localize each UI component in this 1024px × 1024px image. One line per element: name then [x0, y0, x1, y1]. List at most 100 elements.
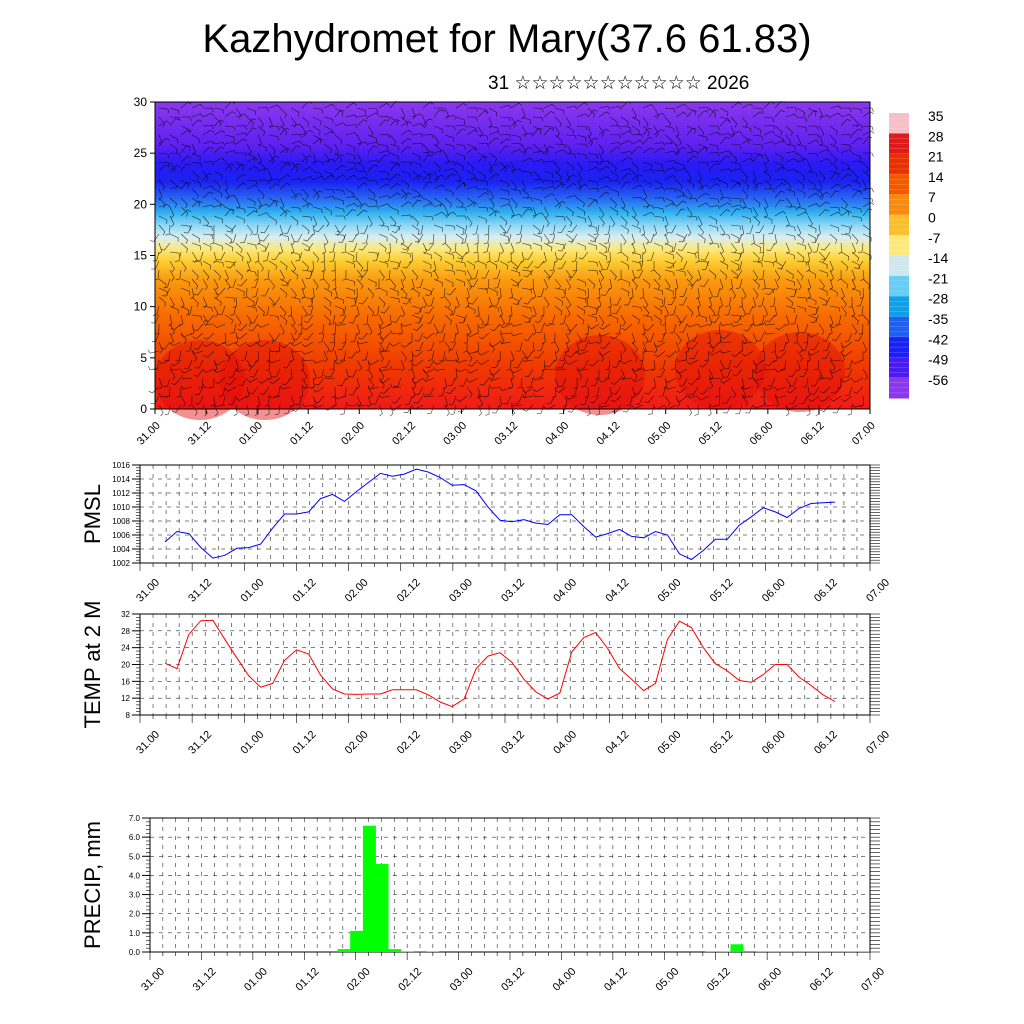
y-tick-label: 1002 — [112, 559, 130, 568]
wind-barb — [478, 188, 489, 193]
wind-barb — [675, 103, 688, 109]
wind-barb — [433, 211, 446, 217]
wind-barb — [450, 332, 457, 343]
wind-barb — [517, 377, 523, 389]
wind-barb — [752, 125, 762, 135]
precip-bar — [426, 951, 440, 952]
wind-barb — [587, 109, 598, 118]
wind-barb — [607, 296, 612, 309]
wind-barb — [390, 383, 402, 388]
wind-barb — [488, 305, 499, 312]
wind-barb — [400, 350, 407, 362]
wind-barb — [444, 173, 456, 181]
wind-barb — [262, 251, 270, 262]
wind-barb — [257, 203, 270, 208]
wind-barb — [422, 215, 434, 221]
wind-barb — [548, 314, 556, 325]
wind-barb — [829, 224, 839, 232]
wind-barb — [469, 278, 479, 288]
wind-barb — [301, 402, 314, 407]
wind-barb — [303, 314, 314, 323]
wind-barb — [268, 134, 279, 141]
wind-barb — [290, 116, 297, 128]
wind-barb — [158, 242, 163, 255]
wind-barb — [246, 197, 256, 206]
wind-barb — [502, 395, 512, 405]
wind-barb — [444, 341, 451, 353]
wind-barb — [862, 208, 873, 217]
wind-barb — [785, 179, 792, 191]
wind-barb — [334, 107, 344, 117]
wind-barb — [609, 188, 619, 197]
wind-barb — [251, 278, 259, 289]
precip-bar — [362, 825, 376, 952]
wind-barb — [708, 152, 720, 157]
wind-barb — [323, 103, 336, 109]
wind-barb — [604, 224, 611, 235]
wind-barb — [631, 341, 638, 353]
wind-barb — [191, 269, 199, 281]
wind-barb — [675, 368, 688, 374]
wind-barb — [378, 367, 391, 372]
precip-x-tick-label: 31.12 — [191, 966, 219, 994]
wind-barb — [323, 125, 333, 135]
wind-barb — [290, 178, 303, 183]
wind-barb — [765, 287, 776, 296]
wind-barb — [818, 134, 824, 147]
wind-barb — [213, 269, 221, 281]
wind-barb — [293, 233, 303, 243]
wind-barb — [521, 393, 534, 398]
wind-barb — [378, 269, 385, 281]
wind-barb — [521, 179, 527, 192]
wind-barb — [587, 339, 600, 344]
wind-barb — [345, 368, 349, 381]
wind-barb — [752, 170, 757, 183]
wind-barb — [213, 260, 224, 267]
wind-barb — [840, 210, 852, 217]
wind-barb — [290, 323, 297, 335]
wind-barb — [719, 116, 730, 124]
wind-barb — [785, 332, 790, 345]
wind-barb — [664, 150, 677, 155]
wind-barb — [290, 269, 299, 280]
wind-barb — [301, 368, 308, 380]
wind-barb — [151, 332, 160, 342]
wind-barb — [587, 161, 599, 166]
y-tick-label: 24 — [121, 644, 130, 653]
wind-barb — [466, 269, 472, 282]
wind-barb — [279, 107, 287, 119]
wind-barb — [198, 377, 204, 389]
wind-barb — [279, 305, 287, 317]
wind-barb — [345, 143, 355, 152]
wind-barb — [752, 107, 764, 113]
wind-barb — [669, 323, 677, 334]
wind-barb — [444, 357, 457, 362]
wind-barb — [806, 260, 811, 273]
wind-barb — [521, 146, 533, 154]
wind-barb — [414, 386, 424, 396]
wind-barb — [532, 393, 545, 398]
y-tick-label: 5.0 — [129, 852, 141, 861]
wind-barb — [719, 132, 732, 137]
wind-barb — [433, 143, 442, 154]
wind-barb — [158, 224, 166, 236]
wind-barb — [708, 215, 718, 225]
wind-barb — [723, 404, 732, 414]
wind-barb — [796, 251, 805, 262]
wind-barb — [709, 341, 721, 349]
wind-barb — [520, 251, 525, 264]
wind-barb — [378, 332, 384, 345]
wind-barb — [367, 112, 380, 118]
precip-bar — [388, 949, 402, 952]
wind-barb — [382, 341, 391, 351]
wind-barb — [522, 386, 534, 393]
wind-barb — [749, 314, 754, 326]
wind-barb — [851, 152, 861, 161]
wind-barb — [411, 199, 422, 208]
wind-barb — [213, 402, 226, 407]
wind-barb — [499, 116, 511, 122]
wind-barb — [620, 181, 631, 190]
wind-barb — [425, 386, 435, 396]
wind-barb — [389, 183, 401, 190]
wind-barb — [576, 152, 587, 160]
